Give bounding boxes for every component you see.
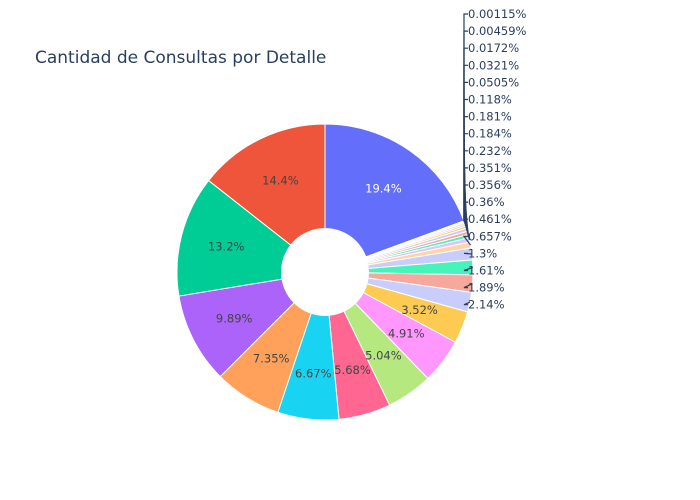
slice-label-outside: 2.14% [468, 298, 505, 312]
leader-line [463, 283, 473, 289]
slice-label: 14.4% [262, 173, 299, 187]
slice-label-outside: 0.0321% [468, 58, 519, 72]
slice-label-outside: 0.00459% [468, 24, 527, 38]
slice-label-outside: 0.356% [468, 178, 512, 192]
slice-label-outside: 0.36% [468, 195, 505, 209]
leader-line [462, 235, 471, 246]
leader-line [463, 266, 474, 272]
slice-label-outside: 0.00115% [468, 7, 527, 21]
slice-label-outside: 0.657% [468, 229, 512, 243]
slice-label: 3.52% [401, 303, 438, 317]
pie-slice [178, 271, 327, 378]
slice-label: 13.2% [208, 240, 245, 254]
slice-label: 6.67% [295, 366, 332, 380]
slice-label: 5.04% [365, 349, 402, 363]
slice-label: 5.68% [334, 363, 371, 377]
slice-label-outside: 0.0172% [468, 41, 519, 55]
labels-layer: 19.4% 3.52% 4.91% 5.04%5.68%6.67% 7.35% 9.89%… [208, 7, 527, 380]
leader-line [463, 301, 471, 306]
slice-label: 19.4% [365, 181, 402, 195]
slice-label-outside: 0.461% [468, 212, 512, 226]
slice-label-outside: 0.184% [468, 127, 512, 141]
slice-label-outside: 1.89% [468, 281, 505, 295]
leader-line [463, 252, 472, 255]
slice-label-outside: 1.3% [468, 246, 497, 260]
leader-line [463, 201, 470, 237]
leader-line [463, 218, 471, 241]
pie-slice [207, 123, 326, 274]
slice-label-outside: 0.0505% [468, 75, 519, 89]
slice-label-outside: 0.232% [468, 144, 512, 158]
slice-label: 9.89% [216, 312, 253, 326]
slice-label-outside: 0.351% [468, 161, 512, 175]
slice-label-outside: 1.61% [468, 264, 505, 278]
slice-label: 4.91% [388, 327, 425, 341]
slice-label-outside: 0.118% [468, 93, 512, 107]
chart-title: Cantidad de Consultas por Detalle [35, 48, 326, 68]
slice-label: 7.35% [253, 352, 290, 366]
slice-label-outside: 0.181% [468, 110, 512, 124]
pie-slice [324, 123, 465, 273]
donut-hole [281, 228, 369, 316]
